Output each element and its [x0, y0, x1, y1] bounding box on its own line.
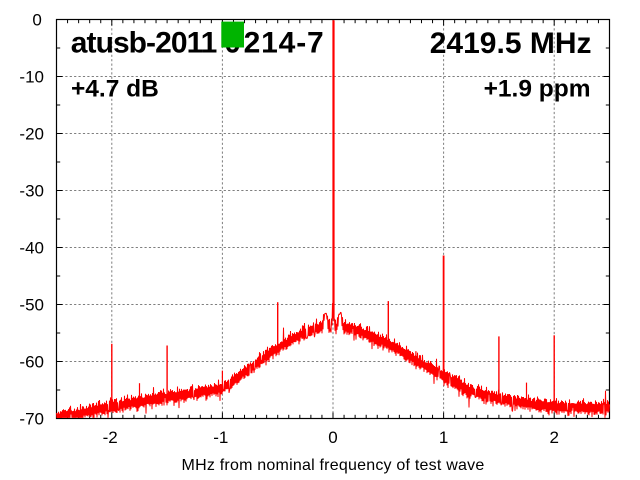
- svg-text:+4.7 dB: +4.7 dB: [71, 75, 159, 102]
- svg-text:-10: -10: [19, 68, 44, 87]
- svg-text:-50: -50: [19, 296, 44, 315]
- svg-text:-60: -60: [19, 353, 44, 372]
- svg-text:0: 0: [32, 11, 41, 30]
- svg-text:-20: -20: [19, 125, 44, 144]
- svg-text:-30: -30: [19, 182, 44, 201]
- svg-text:2: 2: [549, 428, 558, 447]
- svg-text:1: 1: [439, 428, 448, 447]
- svg-text:+1.9 ppm: +1.9 ppm: [484, 76, 591, 103]
- svg-text:0: 0: [328, 428, 337, 447]
- svg-text:-70: -70: [19, 410, 44, 429]
- svg-text:MHz from nominal frequency of: MHz from nominal frequency of test wave: [182, 457, 485, 474]
- svg-text:2419.5 MHz: 2419.5 MHz: [430, 27, 592, 60]
- svg-text:-2: -2: [103, 428, 118, 447]
- svg-text:atusb-20110214-7: atusb-20110214-7: [71, 27, 325, 60]
- svg-text:-40: -40: [19, 239, 44, 258]
- svg-text:-1: -1: [213, 428, 228, 447]
